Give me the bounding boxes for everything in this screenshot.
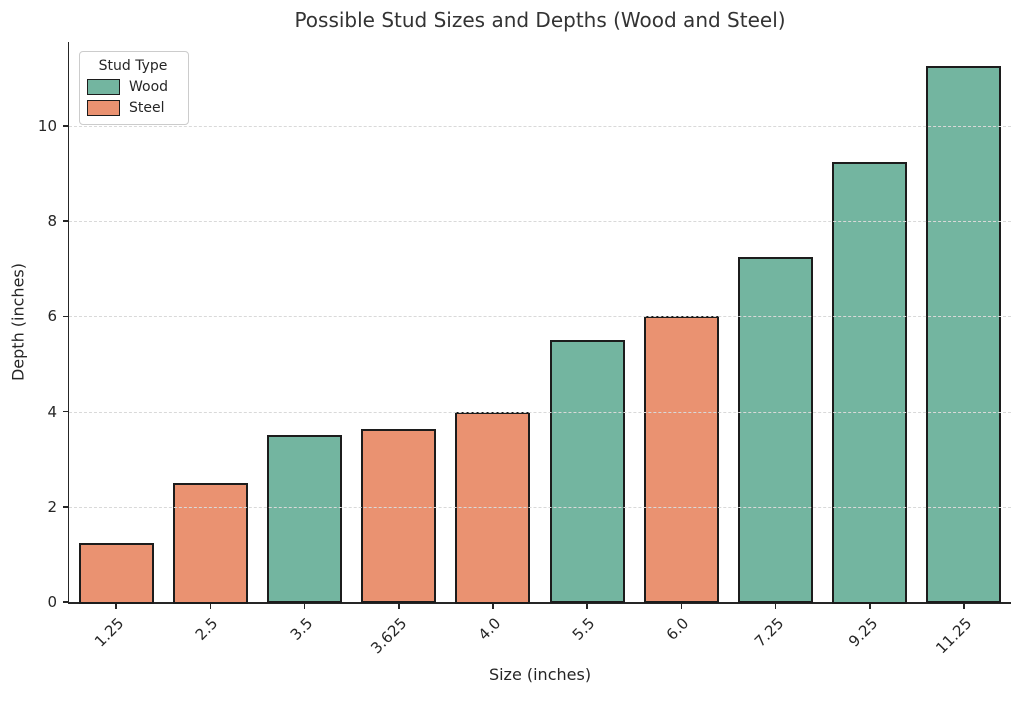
y-tick-label: 0 bbox=[47, 593, 57, 611]
x-tick-mark bbox=[680, 604, 683, 609]
legend-label-wood: Wood bbox=[129, 79, 169, 95]
bar-11.25 bbox=[926, 66, 1002, 604]
y-tick-label: 8 bbox=[47, 212, 57, 230]
gridline-y6 bbox=[69, 316, 1011, 318]
x-axis-spine bbox=[67, 602, 1011, 604]
y-tick-mark bbox=[62, 410, 68, 413]
bar-7.25 bbox=[738, 256, 813, 604]
x-axis-label: Size (inches) bbox=[488, 665, 592, 684]
x-tick-text: 3.625 bbox=[366, 614, 411, 658]
bar-6.0 bbox=[643, 316, 719, 604]
x-tick-mark bbox=[398, 604, 400, 609]
x-tick-text: 5.5 bbox=[568, 614, 599, 644]
legend-title: Stud Type bbox=[98, 58, 168, 74]
steel-swatch-icon bbox=[87, 100, 120, 116]
bar-5.5 bbox=[549, 340, 625, 604]
x-tick-mark bbox=[303, 604, 306, 609]
y-axis-spine bbox=[67, 42, 69, 604]
y-tick-mark bbox=[62, 220, 68, 222]
y-tick-label: 4 bbox=[47, 402, 57, 421]
x-tick-mark bbox=[492, 604, 494, 609]
x-tick-text: 7.25 bbox=[750, 614, 787, 651]
bar-2.5 bbox=[172, 483, 248, 604]
x-tick-text: 2.5 bbox=[192, 614, 222, 644]
y-axis-label: Depth (inches) bbox=[8, 262, 28, 382]
gridline-y8 bbox=[69, 221, 1011, 222]
gridline-y4 bbox=[69, 411, 1011, 413]
bar-9.25 bbox=[832, 161, 908, 604]
y-tick-label: 10 bbox=[37, 116, 57, 135]
x-tick-mark bbox=[586, 604, 588, 609]
x-tick-mark bbox=[774, 604, 777, 609]
y-tick-mark bbox=[62, 125, 68, 127]
bar-1.25 bbox=[78, 542, 154, 604]
bar-3.5 bbox=[267, 435, 342, 604]
y-tick-mark bbox=[62, 506, 68, 508]
x-tick-text: 9.25 bbox=[844, 614, 882, 651]
y-tick-label: 2 bbox=[47, 497, 57, 516]
legend-item-wood: Wood bbox=[87, 79, 179, 95]
x-tick-text: 11.25 bbox=[932, 614, 976, 658]
gridline-y10 bbox=[69, 125, 1011, 127]
x-tick-mark bbox=[869, 604, 871, 609]
x-tick-text: 1.25 bbox=[91, 614, 128, 651]
x-tick-mark bbox=[209, 604, 211, 609]
y-tick-label: 6 bbox=[47, 307, 57, 326]
chart-title: Possible Stud Sizes and Depths (Wood and… bbox=[294, 8, 786, 32]
bar-3.625 bbox=[361, 429, 437, 604]
x-tick-mark bbox=[963, 604, 965, 609]
x-tick-text: 4.0 bbox=[474, 614, 505, 644]
legend-label-steel: Steel bbox=[129, 100, 165, 116]
y-tick-mark bbox=[62, 601, 68, 603]
gridline-y2 bbox=[69, 506, 1011, 508]
legend: Stud Type Wood Steel bbox=[79, 51, 189, 125]
x-tick-mark bbox=[115, 604, 117, 609]
x-tick-text: 3.5 bbox=[286, 614, 316, 644]
y-tick-mark bbox=[62, 315, 68, 317]
legend-item-steel: Steel bbox=[87, 100, 179, 116]
wood-swatch-icon bbox=[87, 79, 120, 95]
x-tick-text: 6.0 bbox=[663, 614, 693, 644]
plot-area bbox=[69, 42, 1011, 604]
